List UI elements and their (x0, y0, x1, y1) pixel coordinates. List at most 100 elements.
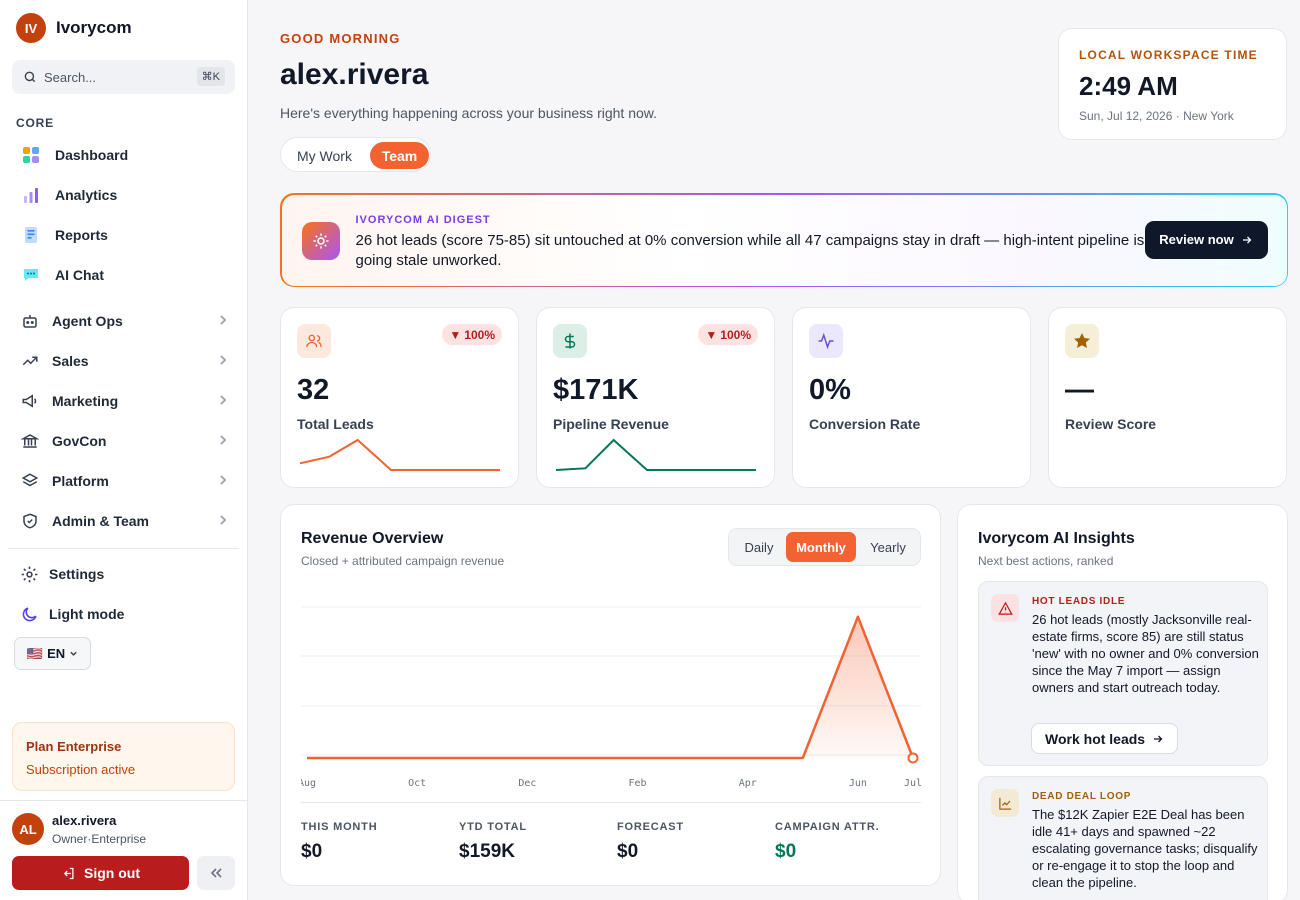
kpi-card-total-leads[interactable]: ▼ 100% 32 Total Leads (280, 307, 519, 488)
tab-team[interactable]: Team (370, 142, 429, 169)
section-core-label: CORE (16, 116, 54, 130)
digest-label: IVORYCOM AI DIGEST (355, 213, 491, 226)
greeting: GOOD MORNING (280, 31, 401, 46)
tab-my-work[interactable]: My Work (297, 148, 352, 164)
sign-out-button[interactable]: Sign out (12, 856, 189, 890)
theme-toggle[interactable]: Light mode (0, 597, 248, 631)
sidebar-item-label: Analytics (55, 187, 118, 203)
kpi-change-badge: ▼ 100% (442, 324, 502, 345)
sidebar-item-ai-chat[interactable]: AI Chat (0, 258, 248, 292)
sign-out-label: Sign out (84, 865, 140, 881)
work-hot-leads-label: Work hot leads (1045, 730, 1146, 747)
kpi-value: 32 (297, 374, 330, 406)
sparkline-series (299, 438, 500, 471)
stat-forecast: FORECAST $0 (617, 821, 684, 863)
arrow-right-icon (1154, 735, 1163, 742)
stat-ytd-total: YTD TOTAL $159K (459, 821, 527, 863)
kpi-icon-box (1065, 324, 1099, 358)
workspace-clock: LOCAL WORKSPACE TIME 2:49 AM Sun, Jul 12… (1058, 28, 1287, 140)
work-hot-leads-button[interactable]: Work hot leads (1031, 723, 1179, 754)
megaphone-icon (22, 394, 37, 408)
insights-subtitle: Next best actions, ranked (978, 554, 1114, 568)
kpi-icon-box (297, 324, 331, 358)
kpi-card-review-score[interactable]: — Review Score (1048, 307, 1287, 488)
flag-icon: 🇺🇸 (26, 645, 44, 661)
insights-title: Ivorycom AI Insights (978, 530, 1135, 547)
collapse-sidebar-button[interactable] (197, 856, 235, 890)
sidebar-item-settings[interactable]: Settings (0, 557, 248, 591)
digest-message: 26 hot leads (score 75-85) sit untouched… (355, 231, 1145, 269)
bar-chart-icon (24, 188, 38, 203)
user-divider (0, 800, 248, 801)
sidebar-item-platform[interactable]: Platform (0, 464, 248, 498)
shield-icon (23, 513, 37, 529)
stat-campaign-attr: CAMPAIGN ATTR. $0 (775, 821, 880, 863)
period-selector: Daily Monthly Yearly (728, 528, 921, 566)
sidebar-item-label: GovCon (52, 433, 107, 449)
sidebar-item-dashboard[interactable]: Dashboard (0, 138, 248, 172)
stat-value: $159K (459, 841, 515, 862)
period-yearly[interactable]: Yearly (870, 539, 906, 555)
search-box[interactable]: Search... ⌘K (12, 60, 235, 94)
chevron-right-icon (220, 475, 227, 485)
kpi-change-value: 100% (464, 327, 495, 342)
search-input[interactable]: Search... (44, 70, 97, 85)
ai-insights-panel: Ivorycom AI Insights Next best actions, … (957, 504, 1288, 900)
kpi-card-pipeline-revenue[interactable]: ▼ 100% $171K Pipeline Revenue (536, 307, 775, 488)
x-tick-label: Apr (739, 778, 757, 789)
plan-status: Subscription active (26, 762, 136, 777)
stat-label: FORECAST (617, 821, 684, 833)
sidebar-item-label: Reports (55, 227, 108, 243)
revenue-line (307, 615, 915, 760)
report-icon (25, 227, 37, 243)
users-icon (306, 334, 322, 348)
activity-icon (818, 332, 834, 350)
kpi-label: Conversion Rate (809, 416, 921, 432)
chevron-right-icon (220, 435, 227, 445)
kpi-change-value: 100% (720, 327, 751, 342)
period-monthly[interactable]: Monthly (786, 532, 856, 562)
sparkline-series (555, 438, 756, 471)
kpi-card-conversion-rate[interactable]: 0% Conversion Rate (792, 307, 1031, 488)
insight-body: 26 hot leads (mostly Jacksonville real-e… (1032, 612, 1259, 695)
period-daily[interactable]: Daily (744, 539, 774, 555)
sidebar-item-govcon[interactable]: GovCon (0, 424, 248, 458)
sidebar-item-agent-ops[interactable]: Agent Ops (0, 304, 248, 338)
dollar-icon (564, 333, 576, 349)
language-code: EN (47, 646, 66, 661)
avatar[interactable]: AL (12, 813, 44, 845)
insight-body: The $12K Zapier E2E Deal has been idle 4… (1032, 807, 1258, 890)
sidebar-item-label: Agent Ops (52, 313, 123, 329)
chevron-right-icon (220, 515, 227, 525)
brand-logo[interactable]: IV (16, 13, 46, 43)
trending-up-icon (22, 356, 38, 366)
sidebar-item-label: Platform (52, 473, 109, 489)
revenue-point-last[interactable] (907, 752, 919, 764)
chevron-down-icon (70, 651, 77, 656)
sidebar-item-admin-team[interactable]: Admin & Team (0, 504, 248, 538)
plan-card: Plan Enterprise Subscription active (12, 722, 235, 791)
sidebar-item-marketing[interactable]: Marketing (0, 384, 248, 418)
revenue-area (307, 616, 913, 758)
stat-value: $0 (301, 841, 323, 862)
sidebar-item-sales[interactable]: Sales (0, 344, 248, 378)
insight-card-dead-deal: DEAD DEAL LOOP The $12K Zapier E2E Deal … (978, 776, 1268, 900)
dashboard-grid-icon (23, 147, 39, 163)
sidebar-item-label: AI Chat (55, 267, 104, 283)
review-now-label: Review now (1159, 232, 1234, 247)
star-icon (1074, 333, 1090, 348)
sidebar-item-analytics[interactable]: Analytics (0, 178, 248, 212)
language-select[interactable]: 🇺🇸 EN (14, 637, 91, 670)
revenue-overview-card: Revenue Overview Closed + attributed cam… (280, 504, 941, 886)
sidebar-item-label: Sales (52, 353, 89, 369)
logout-icon (63, 867, 74, 879)
clock-label: LOCAL WORKSPACE TIME (1079, 48, 1258, 62)
kpi-label: Review Score (1065, 416, 1157, 432)
user-name: alex.rivera (52, 813, 117, 828)
sidebar-item-reports[interactable]: Reports (0, 218, 248, 252)
x-tick-label: Jul (904, 778, 922, 789)
brand-name[interactable]: Ivorycom (56, 18, 132, 37)
chevron-right-icon (220, 395, 227, 405)
review-now-button[interactable]: Review now (1144, 220, 1268, 259)
warning-triangle-icon (997, 601, 1013, 615)
